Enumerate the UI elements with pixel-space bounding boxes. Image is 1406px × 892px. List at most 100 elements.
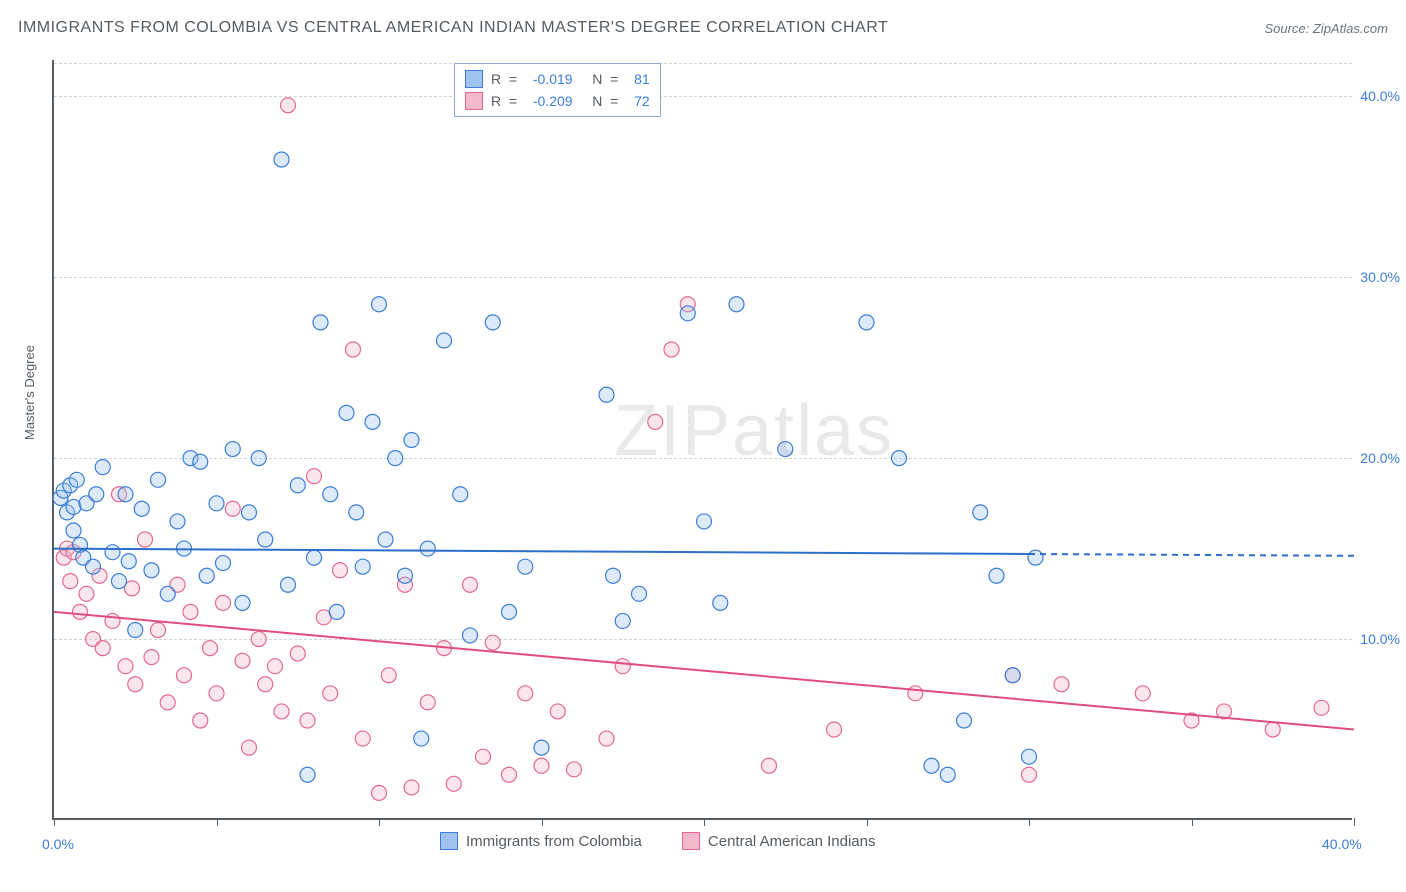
y-axis-label: Master's Degree <box>22 345 37 440</box>
legend-label-central: Central American Indians <box>708 833 876 850</box>
scatter-point <box>1135 686 1150 701</box>
scatter-point <box>502 767 517 782</box>
scatter-point <box>281 577 296 592</box>
scatter-point <box>134 501 149 516</box>
chart-title: IMMIGRANTS FROM COLOMBIA VS CENTRAL AMER… <box>18 19 888 37</box>
scatter-point <box>258 532 273 547</box>
scatter-point <box>209 496 224 511</box>
scatter-point <box>398 568 413 583</box>
scatter-point <box>989 568 1004 583</box>
scatter-point <box>274 704 289 719</box>
scatter-point <box>177 668 192 683</box>
legend-correlation-row: R = -0.209 N = 72 <box>465 90 650 112</box>
legend-N-label: N = <box>581 68 627 90</box>
scatter-point <box>199 568 214 583</box>
scatter-point <box>209 686 224 701</box>
scatter-point <box>355 559 370 574</box>
source-attribution: Source: ZipAtlas.com <box>1264 21 1388 36</box>
scatter-point <box>404 780 419 795</box>
scatter-point <box>203 641 218 656</box>
scatter-point <box>160 695 175 710</box>
scatter-point <box>69 472 84 487</box>
scatter-point <box>1314 700 1329 715</box>
scatter-point <box>957 713 972 728</box>
scatter-point <box>632 586 647 601</box>
legend-series: Immigrants from Colombia Central America… <box>440 832 875 850</box>
legend-item-central: Central American Indians <box>682 832 876 850</box>
scatter-point <box>138 532 153 547</box>
scatter-point <box>567 762 582 777</box>
y-tick-label: 30.0% <box>1356 269 1400 285</box>
scatter-point <box>778 442 793 457</box>
trend-line <box>54 549 1029 554</box>
scatter-point <box>437 333 452 348</box>
scatter-point <box>89 487 104 502</box>
x-tick-mark <box>1192 818 1193 826</box>
scatter-point <box>160 586 175 601</box>
scatter-point <box>251 451 266 466</box>
scatter-point <box>606 568 621 583</box>
scatter-point <box>128 623 143 638</box>
x-tick-mark <box>704 818 705 826</box>
scatter-point <box>193 713 208 728</box>
scatter-point <box>105 545 120 560</box>
scatter-point <box>86 559 101 574</box>
scatter-point <box>534 740 549 755</box>
scatter-point <box>63 574 78 589</box>
scatter-point <box>388 451 403 466</box>
trend-line-extrapolated <box>1029 554 1354 556</box>
scatter-plot-svg <box>54 60 1352 818</box>
legend-N-value: 72 <box>634 90 650 112</box>
scatter-point <box>713 595 728 610</box>
scatter-point <box>518 686 533 701</box>
x-tick-mark <box>54 818 55 826</box>
scatter-point <box>118 487 133 502</box>
swatch-icon <box>465 92 483 110</box>
legend-label-colombia: Immigrants from Colombia <box>466 833 642 850</box>
scatter-point <box>502 604 517 619</box>
x-tick-mark <box>217 818 218 826</box>
scatter-point <box>973 505 988 520</box>
scatter-point <box>307 469 322 484</box>
scatter-point <box>242 740 257 755</box>
scatter-point <box>940 767 955 782</box>
trend-line <box>54 612 1354 730</box>
x-tick-mark <box>867 818 868 826</box>
scatter-point <box>235 653 250 668</box>
scatter-point <box>95 460 110 475</box>
scatter-point <box>323 686 338 701</box>
scatter-point <box>349 505 364 520</box>
scatter-point <box>274 152 289 167</box>
scatter-point <box>290 646 305 661</box>
scatter-point <box>908 686 923 701</box>
x-tick-mark <box>379 818 380 826</box>
scatter-point <box>859 315 874 330</box>
scatter-point <box>1028 550 1043 565</box>
scatter-point <box>346 342 361 357</box>
y-tick-label: 40.0% <box>1356 88 1400 104</box>
legend-R-value: -0.209 <box>533 90 573 112</box>
scatter-point <box>365 414 380 429</box>
scatter-point <box>329 604 344 619</box>
scatter-point <box>144 650 159 665</box>
scatter-point <box>144 563 159 578</box>
legend-R-label: R = <box>491 68 525 90</box>
scatter-point <box>378 532 393 547</box>
legend-item-colombia: Immigrants from Colombia <box>440 832 642 850</box>
scatter-point <box>463 628 478 643</box>
swatch-colombia <box>440 832 458 850</box>
scatter-point <box>333 563 348 578</box>
scatter-point <box>290 478 305 493</box>
x-tick-mark <box>1029 818 1030 826</box>
scatter-point <box>615 659 630 674</box>
legend-R-label: R = <box>491 90 525 112</box>
scatter-point <box>648 414 663 429</box>
scatter-point <box>420 695 435 710</box>
scatter-point <box>615 613 630 628</box>
scatter-point <box>112 574 127 589</box>
scatter-point <box>300 767 315 782</box>
scatter-point <box>729 297 744 312</box>
scatter-point <box>485 635 500 650</box>
legend-correlation-box: R = -0.019 N = 81R = -0.209 N = 72 <box>454 63 661 117</box>
scatter-point <box>323 487 338 502</box>
